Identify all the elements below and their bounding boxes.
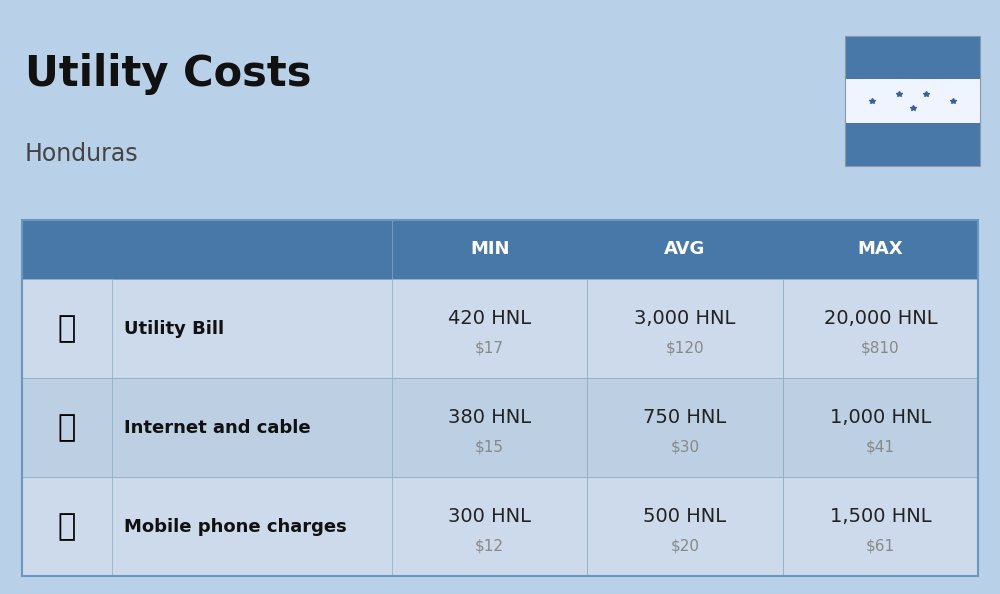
Bar [22,220,978,279]
Bar [22,378,112,477]
Bar [587,378,783,477]
Bar [22,378,978,477]
Text: $61: $61 [866,539,895,554]
Text: 📱: 📱 [58,512,76,541]
Text: MAX: MAX [858,241,903,258]
Text: 20,000 HNL: 20,000 HNL [824,309,937,328]
Bar [392,477,587,576]
Bar [845,123,980,166]
Bar [22,220,978,576]
Bar [587,477,783,576]
Bar [22,279,112,378]
Bar [845,36,980,166]
Text: $17: $17 [475,341,504,356]
Bar [783,378,978,477]
Text: AVG: AVG [664,241,706,258]
Text: 380 HNL: 380 HNL [448,408,531,427]
Bar [22,220,392,279]
Text: $12: $12 [475,539,504,554]
Bar [34,392,100,463]
Text: $41: $41 [866,440,895,455]
Bar [34,491,100,563]
Text: $120: $120 [666,341,704,356]
Text: 💡: 💡 [58,314,76,343]
Text: Internet and cable: Internet and cable [124,419,311,437]
Bar [783,279,978,378]
Text: $15: $15 [475,440,504,455]
Text: $30: $30 [670,440,700,455]
Text: $810: $810 [861,341,900,356]
Text: 300 HNL: 300 HNL [448,507,531,526]
Text: 1,500 HNL: 1,500 HNL [830,507,931,526]
Bar [587,279,783,378]
Bar [783,477,978,576]
Bar [392,279,587,378]
Text: 📶: 📶 [58,413,76,442]
Text: Utility Bill: Utility Bill [124,320,224,337]
Bar [22,279,978,378]
Text: Utility Costs: Utility Costs [25,53,312,95]
Bar [22,477,978,576]
Bar [845,79,980,123]
Bar [22,477,112,576]
Text: 500 HNL: 500 HNL [643,507,727,526]
Text: 420 HNL: 420 HNL [448,309,531,328]
Bar [34,293,100,364]
Bar [392,378,587,477]
Text: MIN: MIN [470,241,509,258]
Bar [845,36,980,79]
Text: $20: $20 [670,539,700,554]
Text: 1,000 HNL: 1,000 HNL [830,408,931,427]
Text: 750 HNL: 750 HNL [643,408,727,427]
Text: 3,000 HNL: 3,000 HNL [634,309,736,328]
Text: Mobile phone charges: Mobile phone charges [124,518,347,536]
Text: Honduras: Honduras [25,143,139,166]
